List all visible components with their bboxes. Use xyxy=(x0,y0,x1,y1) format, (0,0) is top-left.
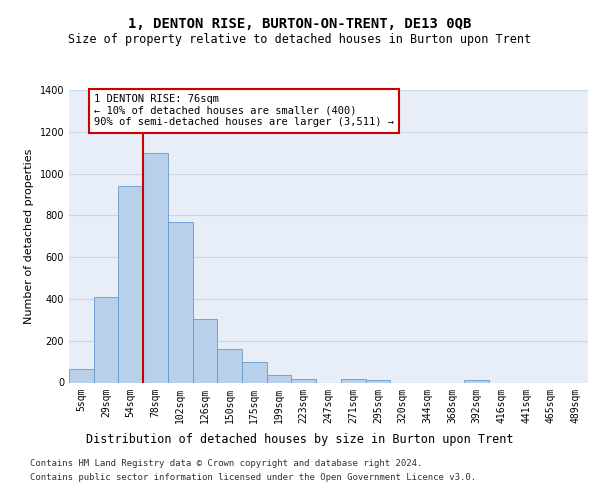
Bar xyxy=(193,319,217,382)
Bar xyxy=(267,375,292,382)
Bar xyxy=(143,152,168,382)
Text: Contains HM Land Registry data © Crown copyright and database right 2024.: Contains HM Land Registry data © Crown c… xyxy=(30,458,422,468)
Bar xyxy=(464,380,489,382)
Text: Contains public sector information licensed under the Open Government Licence v3: Contains public sector information licen… xyxy=(30,474,476,482)
Bar xyxy=(94,297,118,382)
Y-axis label: Number of detached properties: Number of detached properties xyxy=(24,148,34,324)
Bar xyxy=(69,369,94,382)
Bar xyxy=(365,380,390,382)
Bar xyxy=(242,362,267,382)
Bar xyxy=(168,222,193,382)
Text: 1, DENTON RISE, BURTON-ON-TRENT, DE13 0QB: 1, DENTON RISE, BURTON-ON-TRENT, DE13 0Q… xyxy=(128,18,472,32)
Text: 1 DENTON RISE: 76sqm
← 10% of detached houses are smaller (400)
90% of semi-deta: 1 DENTON RISE: 76sqm ← 10% of detached h… xyxy=(94,94,394,128)
Text: Size of property relative to detached houses in Burton upon Trent: Size of property relative to detached ho… xyxy=(68,32,532,46)
Text: Distribution of detached houses by size in Burton upon Trent: Distribution of detached houses by size … xyxy=(86,432,514,446)
Bar xyxy=(118,186,143,382)
Bar xyxy=(341,378,365,382)
Bar xyxy=(217,349,242,382)
Bar xyxy=(292,380,316,382)
